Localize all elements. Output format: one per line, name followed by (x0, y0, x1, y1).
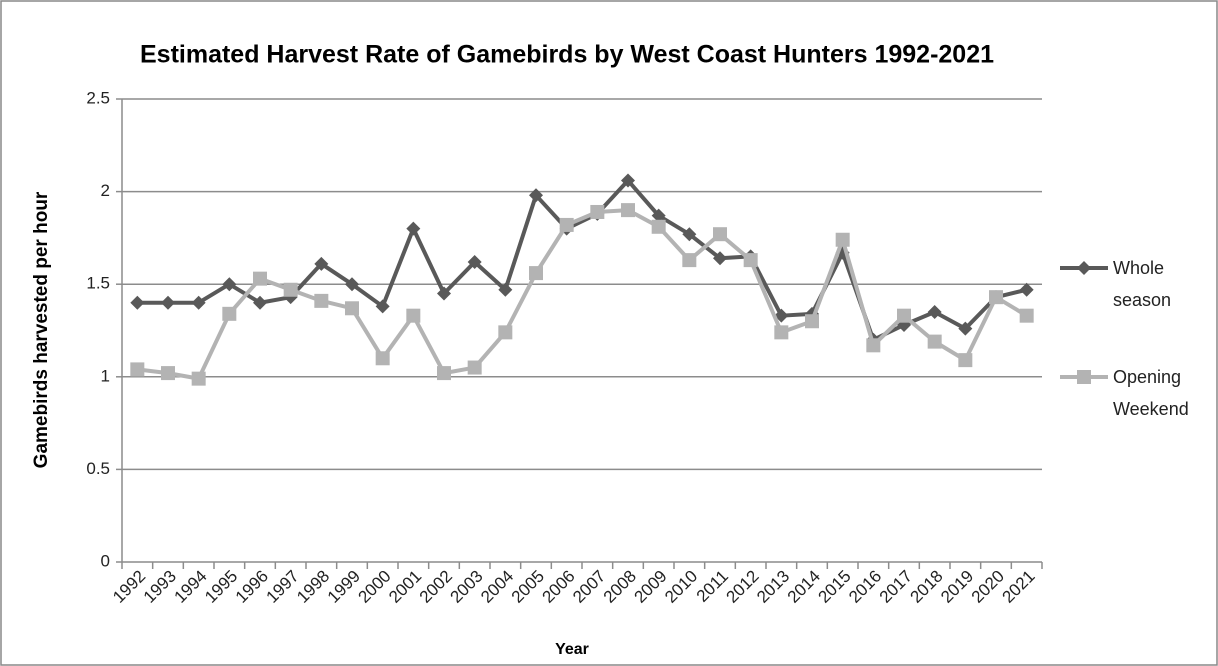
marker (927, 304, 942, 319)
marker (713, 227, 727, 242)
marker (161, 295, 175, 310)
marker (1019, 282, 1034, 297)
marker (529, 266, 543, 281)
marker (437, 366, 451, 381)
legend-label: Opening Weekend (1113, 367, 1189, 419)
marker (375, 351, 390, 366)
marker (467, 254, 482, 269)
y-tick-label: 1 (101, 366, 110, 385)
marker (314, 293, 329, 308)
y-tick-label: 2.5 (86, 88, 110, 107)
legend-label: Whole season (1113, 258, 1172, 310)
marker (222, 277, 237, 292)
marker (1077, 261, 1091, 275)
marker (191, 295, 206, 310)
marker (283, 282, 298, 297)
marker (467, 360, 482, 375)
marker (651, 219, 666, 234)
marker (222, 306, 237, 321)
marker (651, 208, 666, 223)
marker (498, 325, 513, 340)
marker (958, 353, 973, 368)
marker (1077, 370, 1091, 384)
marker (682, 227, 697, 242)
marker (713, 251, 727, 266)
marker (191, 371, 206, 386)
marker (621, 203, 635, 218)
marker (375, 299, 390, 314)
marker (529, 188, 543, 203)
marker (590, 204, 605, 219)
y-tick-label: 0 (101, 551, 110, 570)
marker (130, 295, 145, 310)
x-axis-label: Year (555, 641, 589, 658)
marker (743, 253, 758, 268)
y-axis-label: Gamebirds harvested per hour (31, 191, 52, 468)
marker (927, 334, 942, 349)
marker (345, 277, 359, 292)
marker (130, 362, 145, 377)
marker (161, 366, 175, 381)
marker (682, 253, 697, 268)
marker (498, 282, 513, 297)
marker (406, 308, 421, 323)
y-tick-label: 0.5 (86, 459, 110, 478)
marker (559, 217, 574, 232)
marker (621, 173, 635, 188)
marker (253, 295, 267, 310)
y-tick-label: 1.5 (86, 274, 110, 293)
marker (866, 338, 881, 353)
marker (253, 271, 267, 286)
marker (1019, 308, 1034, 323)
marker (835, 232, 850, 247)
marker (345, 301, 359, 316)
marker (314, 256, 329, 271)
marker (805, 314, 819, 329)
marker (437, 286, 451, 301)
marker (958, 321, 973, 336)
chart-title: Estimated Harvest Rate of Gamebirds by W… (140, 41, 994, 69)
marker (406, 221, 421, 236)
marker (989, 290, 1003, 305)
marker (897, 308, 911, 323)
marker (774, 325, 789, 340)
y-tick-label: 2 (101, 181, 110, 200)
